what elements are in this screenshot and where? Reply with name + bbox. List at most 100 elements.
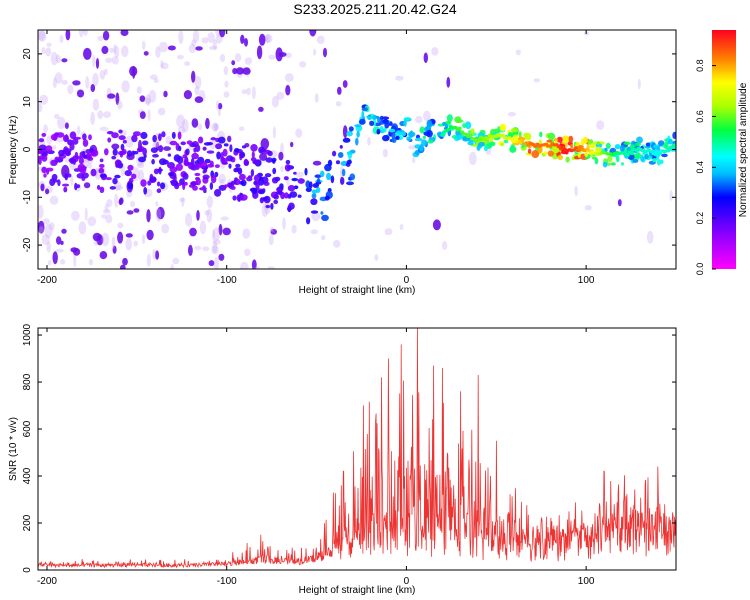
spectrogram-cell: [356, 130, 360, 138]
spectrogram-cell: [189, 227, 197, 237]
spectrogram-cell: [235, 67, 245, 75]
spectrogram-cell: [133, 208, 140, 213]
spectrogram-cell: [38, 157, 42, 165]
spectrogram-cells: [38, 30, 676, 269]
spectrogram-cell: [41, 166, 47, 174]
spectrogram-cell: [580, 138, 585, 146]
snr-x-tick-label: -200: [37, 576, 57, 587]
spectrogram-cell: [619, 145, 625, 152]
spectrogram-cell: [640, 154, 645, 162]
spectrogram-cell: [61, 228, 67, 234]
spectrogram-cell: [97, 35, 104, 42]
spectrogram-cell: [260, 138, 270, 150]
spectrogram-cell: [264, 173, 272, 178]
spectrogram-cell: [410, 130, 414, 138]
spectrogram-cell: [161, 223, 170, 234]
spectrogram-cell: [160, 62, 169, 70]
spectrogram-cell: [210, 137, 217, 141]
colorbar-tick-label: 0.4: [695, 161, 705, 174]
spectrogram-cell: [332, 150, 337, 157]
spectrogram-cell: [214, 189, 222, 197]
spectrogram-cell: [178, 30, 184, 44]
spectrogram-cell: [232, 195, 237, 201]
spectrogram-cell: [250, 169, 255, 177]
spectrogram-cell: [629, 151, 635, 156]
spectrogram-cell: [272, 167, 277, 175]
spectrogram-cell: [614, 144, 621, 150]
spectrogram-cell: [101, 232, 110, 247]
spectrogram-cell: [168, 172, 175, 177]
colorbar-label: Normalized spectral amplitude: [738, 82, 749, 217]
spectrogram-cell: [158, 145, 164, 153]
spectrogram-cell: [126, 210, 134, 215]
spectrogram-cell: [61, 79, 68, 85]
spectrogram-cell: [104, 148, 109, 156]
spectrogram-cell: [84, 207, 88, 221]
spectrogram-cell: [324, 195, 330, 201]
spectrogram-cell: [324, 163, 332, 172]
spectrogram-cell: [227, 135, 232, 143]
spectrogram-cell: [191, 70, 196, 83]
spectrogram-cell: [176, 156, 184, 164]
spectrogram-cell: [446, 127, 451, 132]
spectrogram-cell: [264, 33, 271, 44]
spectrogram-cell: [152, 134, 157, 143]
spectrogram-cell: [605, 142, 611, 149]
spectrogram-cell: [63, 186, 68, 193]
spectrogram-cell: [186, 140, 193, 145]
spectrogram-cell: [144, 97, 152, 105]
spectrogram-cell: [52, 251, 58, 265]
spectrogram-cell: [242, 67, 251, 75]
spectrogram-cell: [251, 151, 255, 159]
spectrogram-cell: [67, 173, 72, 178]
spectrogram-cell: [400, 132, 407, 137]
spectrogram-cell: [44, 224, 53, 238]
spectrogram-cell: [273, 194, 279, 200]
spectrogram-cell: [136, 162, 145, 169]
spectrogram-x-tick-label: 0: [404, 275, 410, 286]
spectrogram-cell: [335, 160, 341, 165]
spectrogram-cell: [367, 116, 372, 120]
spectrogram-cell: [60, 259, 66, 265]
spectrogram-cell: [195, 164, 200, 170]
spectrogram-cell: [672, 131, 676, 139]
spectrogram-cell: [54, 72, 63, 84]
spectrogram-cell: [62, 183, 70, 187]
spectrogram-cell: [240, 261, 249, 269]
spectrogram-cell: [445, 120, 452, 125]
spectrogram-cell: [194, 245, 202, 251]
spectrogram-cell: [254, 266, 261, 269]
spectrogram-cell: [326, 172, 331, 181]
spectrogram-cell: [309, 181, 313, 189]
spectrogram-cell: [114, 193, 119, 208]
spectrogram-cell: [259, 197, 264, 204]
snr-y-tick-label: 0: [22, 567, 33, 573]
spectrogram-cell: [103, 68, 108, 76]
spectrogram-cell: [580, 153, 586, 158]
spectrogram-cell: [114, 174, 121, 179]
spectrogram-cell: [41, 234, 50, 245]
snr-frame: [37, 327, 677, 571]
spectrogram-cell: [136, 86, 142, 94]
spectrogram-cell: [48, 222, 55, 231]
spectrogram-cell: [71, 210, 80, 221]
spectrogram-cell: [122, 139, 127, 144]
spectrogram-cell: [90, 168, 97, 177]
spectrogram-cell: [133, 131, 141, 137]
spectrogram-cell: [50, 159, 58, 166]
spectrogram-cell: [112, 148, 118, 156]
spectrogram-cell: [270, 228, 278, 235]
spectrogram-cell: [82, 133, 87, 141]
spectrogram-cell: [232, 68, 238, 75]
spectrogram-cell: [39, 94, 49, 105]
spectrogram-cell: [596, 120, 605, 130]
spectrogram-cell: [49, 195, 59, 205]
spectrogram-cell: [291, 224, 297, 234]
spectrogram-cell: [531, 150, 540, 159]
spectrogram-cell: [297, 194, 302, 198]
spectrogram-cell: [218, 173, 227, 185]
spectrogram-cell: [87, 163, 93, 169]
spectrogram-cell: [214, 164, 220, 169]
spectrogram-cell: [215, 34, 223, 44]
spectrogram-cell: [99, 186, 105, 193]
